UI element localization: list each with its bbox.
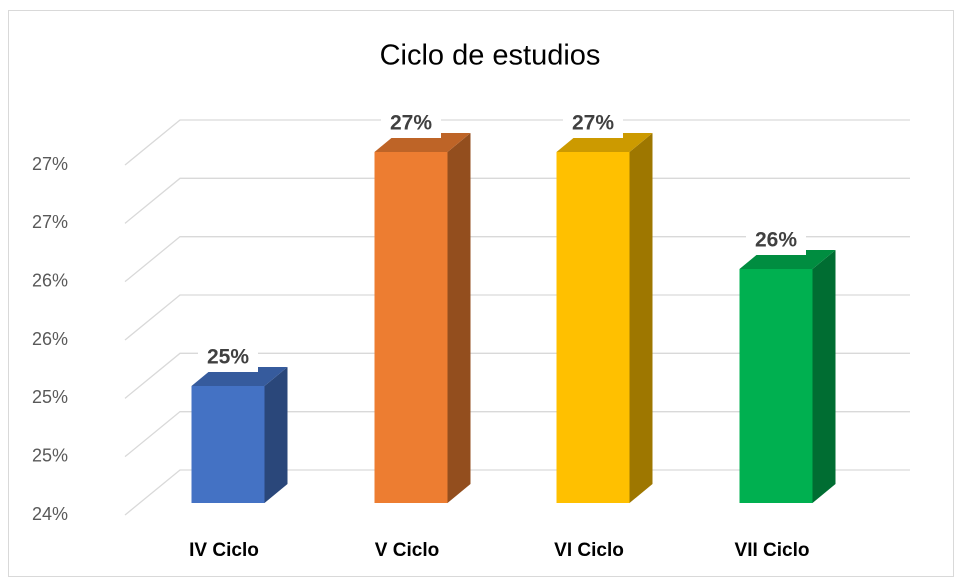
grid-line [124, 469, 910, 516]
data-label: 25% [207, 346, 249, 369]
data-label: 27% [390, 112, 432, 135]
bar-front [374, 152, 448, 503]
bar-side [812, 250, 836, 503]
y-tick-label: 24% [32, 504, 68, 524]
grid-line [124, 236, 910, 283]
x-tick-label: V Ciclo [375, 540, 439, 561]
data-label: 26% [755, 229, 797, 252]
bar-front [191, 386, 265, 503]
bar [739, 250, 836, 503]
x-tick-label: VI Ciclo [554, 540, 624, 561]
grid-line [124, 352, 910, 399]
y-tick-label: 26% [32, 270, 68, 290]
x-tick-label: VII Ciclo [735, 540, 810, 561]
y-tick-label: 25% [32, 387, 68, 407]
data-label-bg [563, 108, 623, 138]
x-tick-label: IV Ciclo [189, 540, 259, 561]
y-tick-label: 26% [32, 329, 68, 349]
grid-line [124, 411, 910, 458]
chart-title: Ciclo de estudios [380, 40, 601, 72]
bar-front [556, 152, 630, 503]
bar-side [447, 133, 471, 503]
bar [374, 133, 471, 503]
bar-side [629, 133, 653, 503]
grid-line [124, 294, 910, 341]
data-label: 27% [572, 112, 614, 135]
bar-side [264, 367, 288, 503]
bar-front [739, 269, 813, 503]
y-tick-label: 25% [32, 445, 68, 465]
data-label-bg [746, 225, 806, 255]
y-tick-label: 27% [32, 154, 68, 174]
bar [556, 133, 653, 503]
y-tick-label: 27% [32, 212, 68, 232]
bar [191, 367, 288, 503]
data-label-bg [381, 108, 441, 138]
grid-line [124, 119, 910, 166]
data-label-bg [198, 342, 258, 372]
grid-line [124, 177, 910, 224]
